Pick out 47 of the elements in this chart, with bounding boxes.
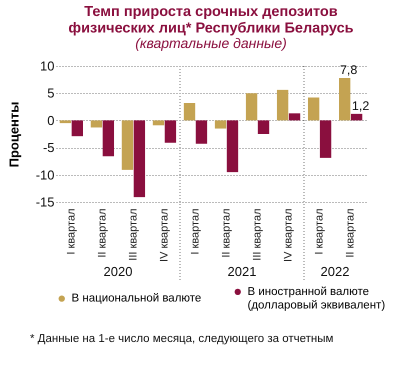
y-tick-label: 0	[47, 112, 54, 128]
bar	[164, 120, 176, 143]
bar	[152, 120, 164, 126]
x-tick-label: II квартал	[344, 208, 357, 258]
bar	[90, 120, 102, 128]
bar	[226, 120, 238, 172]
bar	[350, 114, 362, 120]
y-tick-label: -5	[42, 140, 54, 156]
x-tick-label: III квартал	[127, 208, 140, 261]
bar	[320, 120, 332, 158]
text: 2020	[104, 264, 132, 279]
bar	[339, 78, 350, 120]
bar	[102, 120, 114, 156]
bar	[214, 120, 226, 129]
data-label: 1,2	[352, 98, 370, 113]
y-tick-label: 5	[47, 86, 54, 101]
bar	[184, 102, 196, 120]
x-tick-label: III квартал	[252, 208, 264, 261]
text: * Данные на 1-е число месяца, следующего за отчетным	[30, 333, 334, 345]
x-tick-label: IV квартал	[282, 208, 295, 262]
bar	[288, 113, 300, 120]
bar	[72, 120, 83, 136]
data-label: 7,8	[340, 62, 358, 77]
y-tick-label: -15	[36, 194, 54, 210]
chart-subtitle: (квартальные данные)	[135, 35, 287, 51]
y-axis-title: Проценты	[6, 102, 22, 168]
text: 2021	[228, 264, 256, 279]
bar	[122, 120, 134, 170]
bar	[134, 120, 146, 198]
bar	[196, 120, 208, 144]
bar	[246, 93, 258, 120]
bar	[308, 98, 320, 120]
x-tick-label: II квартал	[220, 208, 233, 258]
legend-label: В национальной валюте	[72, 292, 202, 305]
x-tick-label: I квартал	[314, 208, 326, 255]
x-tick-label: I квартал	[189, 208, 202, 255]
bar	[276, 90, 288, 120]
y-tick-label: -10	[36, 167, 54, 182]
bar	[60, 120, 72, 124]
bar	[258, 120, 270, 134]
x-tick-label: IV квартал	[158, 208, 170, 262]
x-tick-label: II квартал	[96, 208, 108, 258]
x-tick-label: I квартал	[65, 208, 78, 255]
text: 2022	[320, 264, 350, 279]
legend-label: В иностранной валюте (долларовый эквивалент)	[248, 286, 386, 312]
y-tick-label: 10	[40, 58, 54, 74]
chart-title: Темп прироста срочных депозитов физических лиц* Республики Беларусь	[68, 4, 354, 36]
